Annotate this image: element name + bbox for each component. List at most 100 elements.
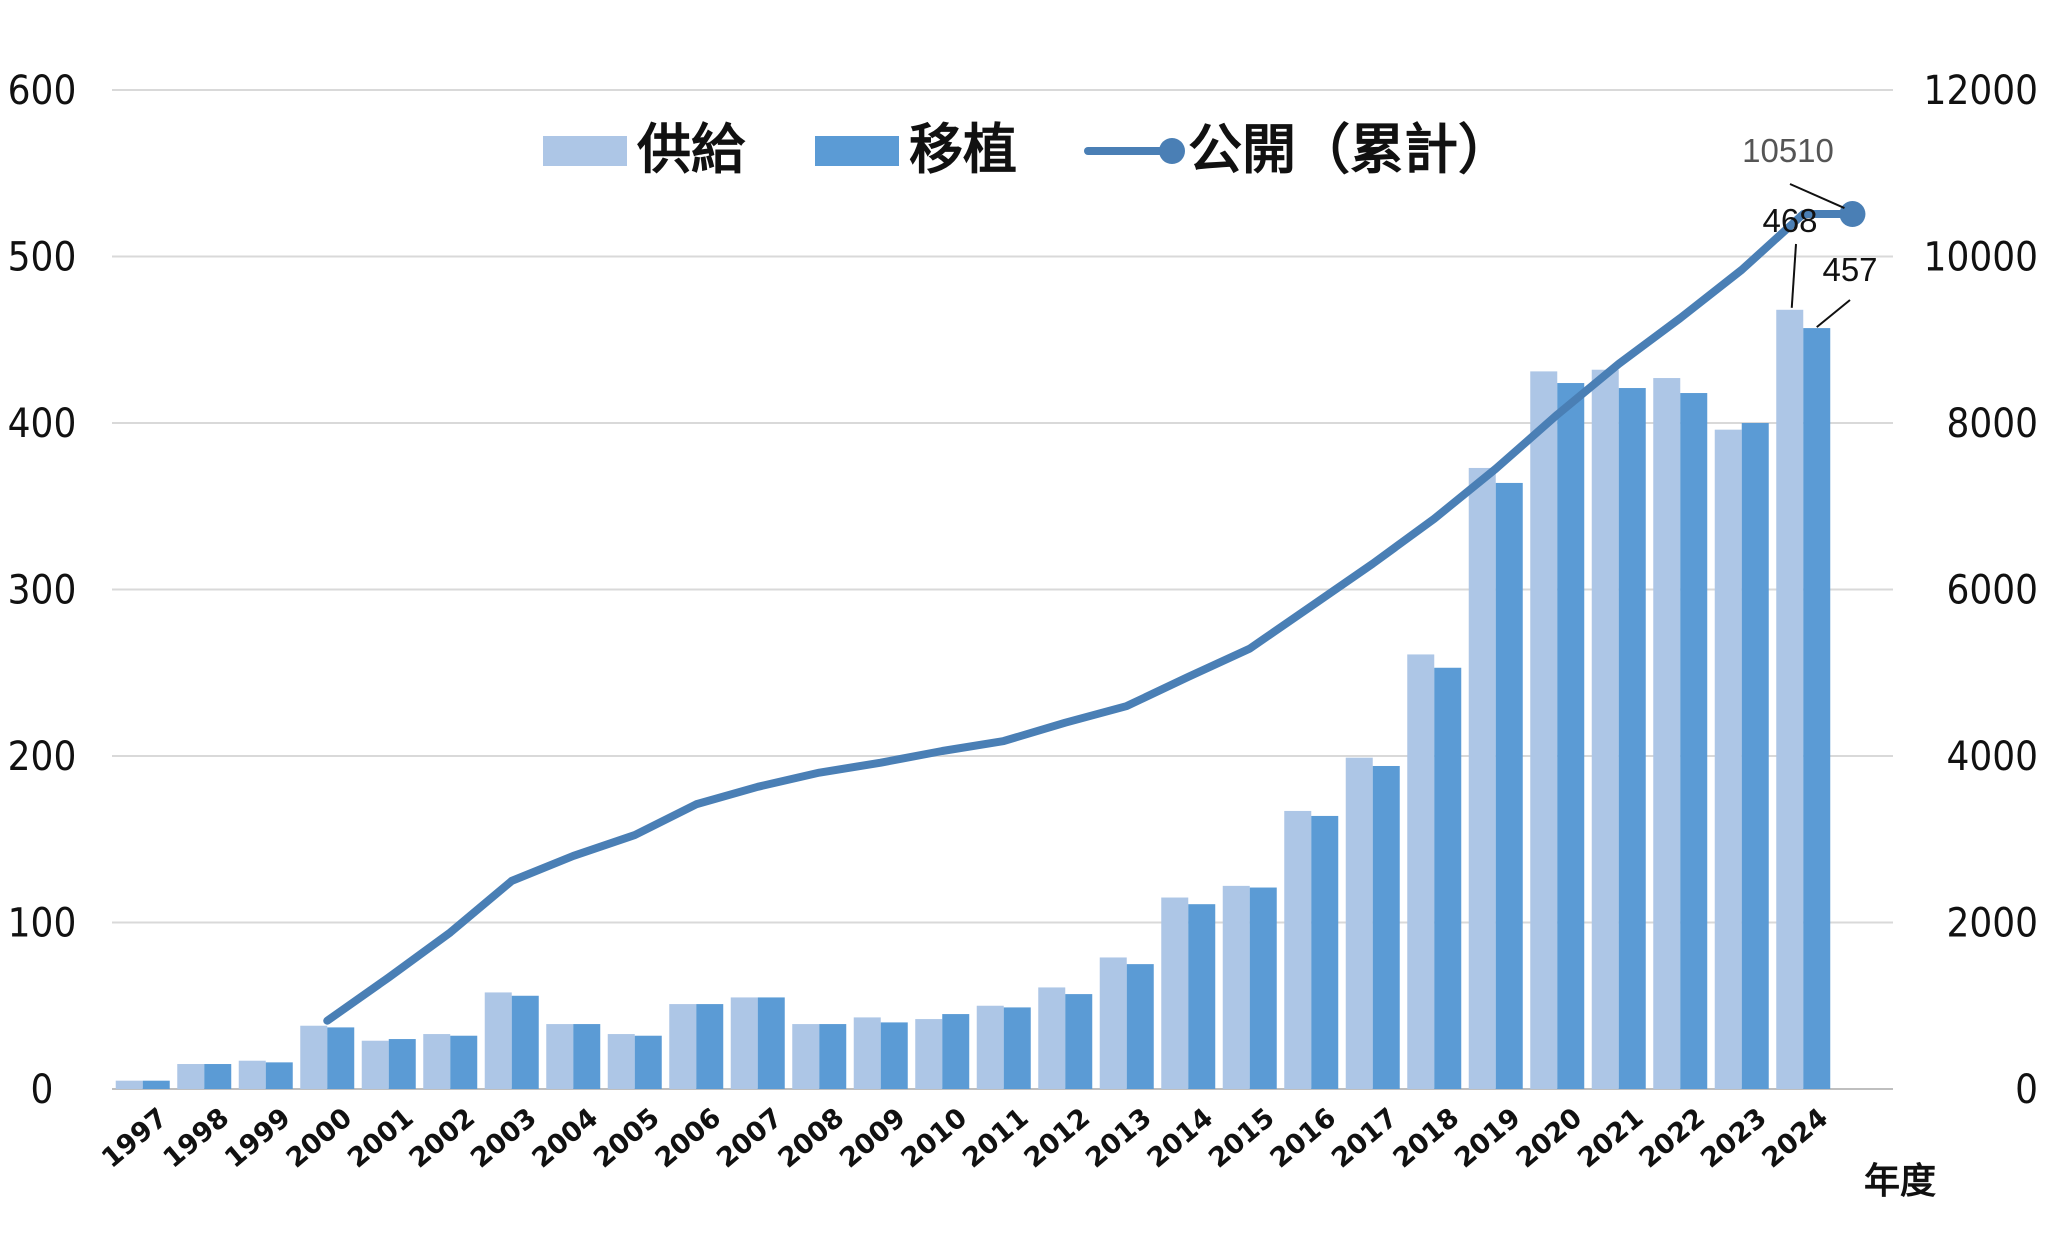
bar-transplant <box>265 1062 293 1089</box>
bar-supply <box>1099 957 1127 1089</box>
left-axis-ticks: 0 100 200 300 400 500 600 <box>8 68 77 1113</box>
x-tick-label: 2020 <box>1511 1102 1588 1174</box>
bar-transplant <box>573 1024 601 1089</box>
x-tick-label: 2015 <box>1203 1102 1280 1174</box>
legend-swatch-transplant <box>815 136 899 166</box>
right-tick-label: 4000 <box>1946 734 2038 780</box>
x-tick-label: 2023 <box>1695 1102 1772 1174</box>
right-tick-label: 6000 <box>1946 568 2038 614</box>
legend-swatch-supply <box>543 136 627 166</box>
bar-supply <box>1468 467 1496 1090</box>
right-axis-ticks: 0 2000 4000 6000 8000 10000 12000 <box>1924 68 2038 1113</box>
left-tick-label: 300 <box>8 568 77 614</box>
bar-supply <box>1161 897 1189 1089</box>
bar-supply <box>976 1005 1004 1089</box>
legend-marker-line <box>1159 138 1185 164</box>
bar-transplant <box>1249 887 1277 1089</box>
bar-transplant <box>1434 667 1462 1089</box>
bar-transplant <box>1557 383 1585 1089</box>
bar-supply <box>1653 378 1681 1089</box>
x-tick-label: 2011 <box>957 1102 1034 1174</box>
bar-supply <box>177 1064 205 1089</box>
data-label-transplant-2024: 457 <box>1822 251 1877 288</box>
right-tick-label: 12000 <box>1924 68 2038 114</box>
left-tick-label: 500 <box>8 235 77 281</box>
bar-transplant <box>388 1039 416 1089</box>
bar-transplant <box>942 1014 970 1089</box>
bar-transplant <box>327 1027 355 1089</box>
x-tick-label: 2005 <box>588 1102 665 1174</box>
x-tick-label: 2019 <box>1449 1102 1526 1174</box>
bar-transplant <box>696 1004 724 1089</box>
bar-transplant <box>511 995 539 1089</box>
bar-supply <box>1591 369 1619 1090</box>
data-label-cumulative-total: 10510 <box>1742 132 1834 169</box>
leader-line <box>1816 299 1851 328</box>
x-tick-label: 2010 <box>896 1102 973 1174</box>
bar-supply <box>792 1024 820 1089</box>
x-tick-label: 2014 <box>1142 1102 1219 1174</box>
x-tick-label: 2003 <box>465 1102 542 1174</box>
right-tick-label: 8000 <box>1946 401 2038 447</box>
bar-supply <box>238 1060 266 1089</box>
x-tick-label: 2017 <box>1326 1102 1403 1174</box>
leader-line <box>1790 243 1797 308</box>
bar-supply <box>1407 654 1435 1089</box>
bar-transplant <box>634 1035 662 1089</box>
x-tick-label: 1998 <box>158 1102 235 1174</box>
x-tick-label: 2001 <box>342 1102 419 1174</box>
bar-transplant <box>1188 904 1216 1089</box>
bar-supply <box>361 1040 389 1089</box>
bar-supply <box>853 1017 881 1089</box>
x-tick-label: 2018 <box>1388 1102 1465 1174</box>
bar-transplant <box>204 1064 232 1089</box>
left-tick-label: 600 <box>8 68 77 114</box>
x-tick-label: 2009 <box>834 1102 911 1174</box>
legend-label-supply: 供給 <box>637 118 746 181</box>
x-axis-label: 年度 <box>1864 1161 1936 1202</box>
bar-transplant <box>1495 482 1523 1089</box>
x-tick-label: 1999 <box>219 1102 296 1174</box>
right-tick-label: 0 <box>2015 1067 2038 1113</box>
x-tick-label: 2024 <box>1757 1102 1834 1174</box>
bar-supply <box>1284 810 1312 1089</box>
right-tick-label: 2000 <box>1946 901 2038 947</box>
left-tick-label: 200 <box>8 734 77 780</box>
x-tick-label: 2013 <box>1080 1102 1157 1174</box>
bar-transplant <box>1618 388 1646 1089</box>
x-axis-ticks: 1997199819992000200120022003200420052006… <box>96 1102 1834 1174</box>
x-tick-label: 2012 <box>1019 1102 1096 1174</box>
bar-supply <box>1038 987 1066 1089</box>
line-cumulative <box>323 210 1857 1025</box>
bar-supply <box>607 1034 635 1089</box>
bar-supply <box>669 1004 697 1089</box>
legend-label-cumulative: 公開（累計） <box>1188 118 1512 181</box>
bar-supply <box>730 997 758 1089</box>
bar-supply <box>484 992 512 1089</box>
bar-supply <box>300 1025 328 1089</box>
bar-transplant <box>1680 393 1708 1089</box>
leader-line <box>1789 183 1845 209</box>
x-tick-label: 1997 <box>96 1102 173 1174</box>
bar-transplant <box>1311 815 1339 1089</box>
x-tick-label: 2016 <box>1265 1102 1342 1174</box>
legend: 供給 移植 公開（累計） <box>543 118 1512 181</box>
gridlines <box>112 89 1893 1090</box>
bar-supply <box>1530 371 1558 1089</box>
x-tick-label: 2004 <box>527 1102 604 1174</box>
bar-transplant <box>1741 423 1769 1089</box>
bar-supply <box>423 1034 451 1089</box>
bar-transplant <box>1003 1007 1031 1089</box>
x-tick-label: 2022 <box>1634 1102 1711 1174</box>
bar-supply <box>915 1019 943 1089</box>
bar-supply <box>1714 429 1742 1089</box>
bar-transplant <box>819 1024 847 1089</box>
legend-label-transplant: 移植 <box>909 118 1017 181</box>
bar-transplant <box>1803 328 1831 1090</box>
bar-transplant <box>450 1035 478 1089</box>
bar-transplant <box>1126 964 1154 1089</box>
x-tick-label: 2007 <box>711 1102 788 1174</box>
bar-transplant <box>880 1022 908 1089</box>
x-tick-label: 2000 <box>281 1102 358 1174</box>
